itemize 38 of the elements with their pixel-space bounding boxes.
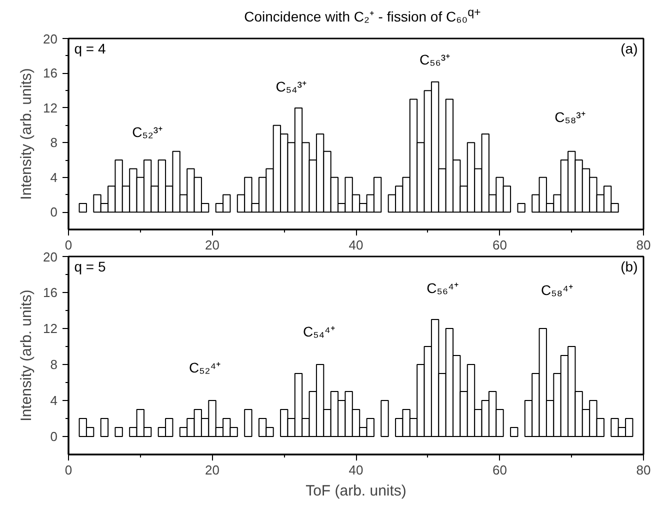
x-tick-label: 20 [205,238,220,252]
y-tick-label: 8 [50,357,58,372]
y-tick-label: 4 [50,170,58,185]
annotation: C₅₆⁴⁺ [426,280,460,296]
y-tick-label: 16 [43,285,58,300]
y-tick-label: 12 [43,100,58,116]
annotation: C₅₂³⁺ [132,124,163,140]
y-tick-label: 8 [50,135,58,150]
y-tick-label: 0 [50,204,58,220]
annotation: C₅₄⁴⁺ [302,324,336,340]
y-tick-label: 20 [43,250,58,264]
x-tick-label: 60 [492,462,507,478]
chart-title: Coincidence with C₂⁺ - fission of C₆₀$^{q+}$ [244,5,481,27]
annotation: q = 4 [74,40,106,56]
annotation: (a) [620,40,638,56]
y-tick-label: 0 [50,429,58,444]
y-tick-label: 4 [50,393,58,408]
annotation: C₅₈⁴⁺ [540,282,574,298]
x-tick-label: 0 [64,238,72,252]
x-tick-label: 20 [205,462,220,478]
annotation: C₅₆³⁺ [420,52,451,68]
x-tick-label: 80 [636,238,651,252]
y-axis-title: Intensity (arb. units) [18,290,36,422]
x-tick-label: 0 [64,462,72,478]
x-tick-label: 60 [492,238,507,252]
x-tick-label: 80 [636,462,651,478]
annotation: (b) [620,258,638,274]
x-axis-title: ToF (arb. units) [306,482,406,500]
annotation: C₅₄³⁺ [276,78,307,94]
x-tick-label: 40 [348,238,364,252]
x-tick-label: 40 [348,462,364,478]
y-tick-label: 16 [43,66,58,81]
y-tick-label: 20 [43,32,58,46]
y-tick-label: 12 [43,321,58,336]
y-axis-title: Intensity (arb. units) [18,68,36,200]
annotation: q = 5 [74,258,106,274]
annotation: C₅₂⁴⁺ [188,359,222,376]
annotation: C₅₈³⁺ [554,108,586,125]
